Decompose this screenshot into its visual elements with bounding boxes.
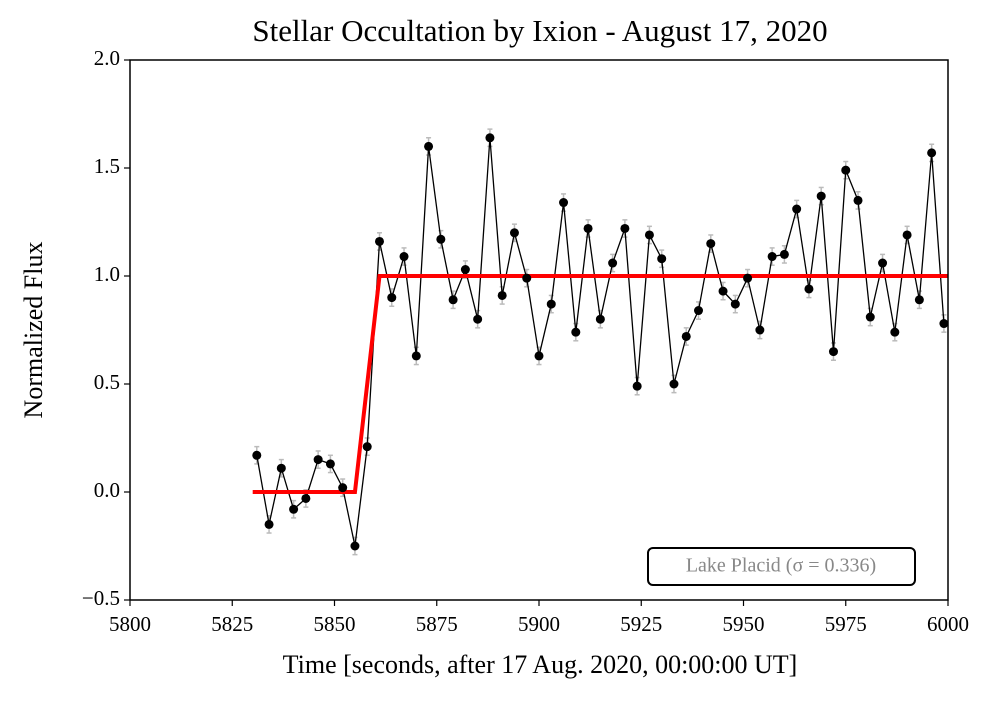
data-point — [252, 450, 262, 460]
data-point — [289, 504, 299, 514]
x-tick-label: 5850 — [314, 612, 356, 636]
data-point — [902, 230, 912, 240]
x-tick-label: 5875 — [416, 612, 458, 636]
data-point — [313, 455, 323, 465]
data-point — [730, 299, 740, 309]
data-point — [669, 379, 679, 389]
data-point — [694, 306, 704, 316]
y-tick-label: −0.5 — [82, 586, 120, 610]
data-point — [927, 148, 937, 158]
data-point — [743, 273, 753, 283]
data-point — [387, 293, 397, 303]
data-point — [816, 191, 826, 201]
data-point — [865, 312, 875, 322]
y-tick-label: 1.5 — [94, 154, 120, 178]
x-tick-label: 5800 — [109, 612, 151, 636]
data-point — [546, 299, 556, 309]
data-point — [559, 198, 569, 208]
data-point — [878, 258, 888, 268]
data-point — [939, 319, 949, 329]
data-point — [841, 165, 851, 175]
legend-text: Lake Placid (σ = 0.336) — [686, 555, 876, 577]
data-point — [828, 347, 838, 357]
data-point — [534, 351, 544, 361]
model-line — [252, 274, 948, 494]
x-tick-label: 6000 — [927, 612, 969, 636]
data-point — [448, 295, 458, 305]
data-point — [853, 195, 863, 205]
data-point — [914, 295, 924, 305]
chart-title: Stellar Occultation by Ixion - August 17… — [252, 13, 827, 48]
data-point — [890, 327, 900, 337]
data-line — [256, 137, 945, 547]
data-point — [767, 252, 777, 262]
data-point — [460, 265, 470, 275]
legend-box — [647, 547, 916, 586]
data-point — [755, 325, 765, 335]
data-point — [411, 351, 421, 361]
data-point — [632, 381, 642, 391]
data-point — [264, 519, 274, 529]
data-point — [338, 483, 348, 493]
data-point — [620, 223, 630, 233]
data-point — [522, 273, 532, 283]
data-point — [473, 314, 483, 324]
x-axis-label: Time [seconds, after 17 Aug. 2020, 00:00… — [283, 650, 798, 679]
data-point — [644, 230, 654, 240]
y-tick-label: 0.0 — [94, 478, 120, 502]
data-point — [276, 463, 286, 473]
y-axis-label: Normalized Flux — [19, 242, 48, 419]
data-point — [325, 459, 335, 469]
data-point — [497, 290, 507, 300]
data-point — [571, 327, 581, 337]
data-point — [779, 249, 789, 259]
data-point — [399, 252, 409, 262]
x-tick-label: 5900 — [518, 612, 560, 636]
data-point — [350, 541, 360, 551]
x-tick-label: 5925 — [620, 612, 662, 636]
y-tick-label: 0.5 — [94, 370, 120, 394]
x-tick-label: 5975 — [825, 612, 867, 636]
data-point — [374, 236, 384, 246]
plot-frame — [129, 59, 949, 601]
data-point — [792, 204, 802, 214]
data-point — [595, 314, 605, 324]
data-point — [706, 239, 716, 249]
data-point — [362, 442, 372, 452]
data-point — [301, 493, 311, 503]
data-point — [509, 228, 519, 238]
data-point — [608, 258, 618, 268]
data-point — [485, 133, 495, 143]
x-tick-label: 5825 — [211, 612, 253, 636]
y-tick-label: 2.0 — [94, 46, 120, 70]
data-point — [424, 141, 434, 151]
data-point — [583, 223, 593, 233]
data-point — [804, 284, 814, 294]
y-tick-label: 1.0 — [94, 262, 120, 286]
data-point — [657, 254, 667, 264]
data-point — [718, 286, 728, 296]
data-point — [681, 331, 691, 341]
x-tick-label: 5950 — [723, 612, 765, 636]
data-point — [436, 234, 446, 244]
